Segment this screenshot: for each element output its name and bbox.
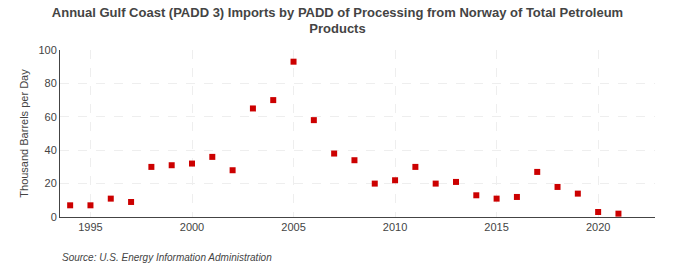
svg-text:2015: 2015 bbox=[484, 221, 508, 233]
svg-text:Annual Gulf Coast (PADD 3) Imp: Annual Gulf Coast (PADD 3) Imports by PA… bbox=[52, 5, 623, 37]
svg-text:2005: 2005 bbox=[281, 221, 305, 233]
svg-text:80: 80 bbox=[45, 77, 57, 89]
svg-text:2010: 2010 bbox=[383, 221, 407, 233]
svg-text:2020: 2020 bbox=[586, 221, 610, 233]
svg-text:Source: U.S. Energy Informatio: Source: U.S. Energy Information Administ… bbox=[62, 252, 272, 263]
svg-text:1995: 1995 bbox=[78, 221, 102, 233]
svg-text:20: 20 bbox=[45, 177, 57, 189]
svg-text:100: 100 bbox=[38, 44, 56, 56]
svg-text:Thousand Barrels per Day: Thousand Barrels per Day bbox=[18, 69, 30, 198]
svg-text:40: 40 bbox=[45, 144, 57, 156]
svg-text:2000: 2000 bbox=[180, 221, 204, 233]
svg-text:0: 0 bbox=[51, 211, 57, 223]
svg-text:60: 60 bbox=[45, 111, 57, 123]
